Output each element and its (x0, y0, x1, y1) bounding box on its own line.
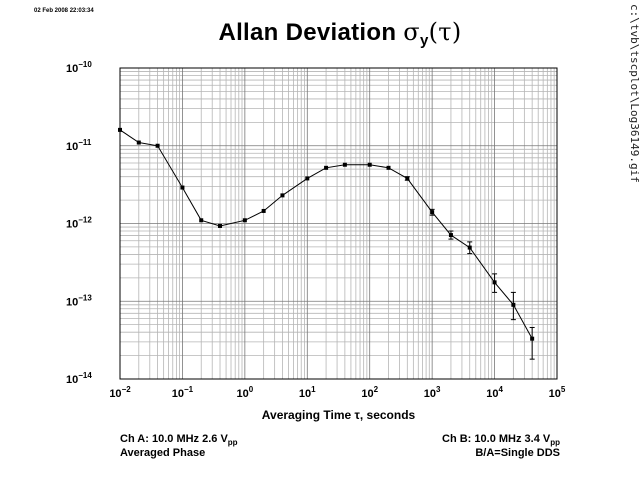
y-tick-label: 10−10 (66, 60, 92, 75)
data-point (118, 127, 122, 132)
data-point (511, 302, 516, 307)
y-tick-label: 10−14 (66, 371, 92, 386)
data-point (180, 185, 185, 190)
data-point (242, 218, 247, 223)
x-tick-label: 10−2 (109, 385, 131, 400)
y-tick-label: 10−11 (66, 138, 92, 153)
x-tick-label: 100 (237, 385, 254, 400)
x-tick-label: 101 (299, 385, 316, 400)
channel-a-note: Ch A: 10.0 MHz 2.6 Vpp (120, 433, 238, 447)
plot-frame (119, 67, 558, 380)
channel-a-unit-sub: pp (227, 438, 238, 448)
data-point (386, 165, 391, 170)
x-tick-label: 10−1 (172, 385, 194, 400)
title-sigma: σ (403, 18, 420, 46)
data-markers (118, 127, 535, 341)
data-point (448, 233, 453, 238)
x-axis-label: Averaging Time τ, seconds (262, 408, 416, 422)
timestamp: 02 Feb 2008 22:03:34 (34, 8, 94, 14)
x-tick-label: 102 (361, 385, 378, 400)
data-point (467, 245, 472, 250)
y-tick-labels: 10−10 10−11 10−12 10−13 10−14 (66, 60, 92, 386)
file-path: c:\tvb\tscplot\Log36149.gif (628, 4, 640, 183)
data-point (155, 143, 160, 148)
data-point (530, 336, 535, 341)
y-tick-label: 10−13 (66, 293, 92, 308)
data-point (305, 176, 310, 181)
channel-b-note: Ch B: 10.0 MHz 3.4 Vpp (442, 433, 560, 447)
channel-a-mode: Averaged Phase (120, 447, 206, 459)
title-tau: (τ) (428, 18, 462, 46)
data-point (280, 193, 285, 198)
data-point (430, 210, 435, 215)
data-point (199, 218, 204, 223)
data-point (324, 165, 329, 170)
data-point (218, 223, 223, 228)
title-subscript: y (419, 32, 429, 49)
x-tick-labels: 10−2 10−1 100 101 102 103 104 105 (109, 385, 566, 400)
channel-b-text: Ch B: 10.0 MHz 3.4 V (442, 433, 551, 445)
channel-b-mode: B/A=Single DDS (475, 447, 560, 459)
y-tick-label: 10−12 (66, 216, 92, 231)
x-tick-label: 104 (486, 385, 503, 400)
data-point (136, 140, 141, 145)
data-point (342, 162, 347, 167)
x-tick-label: 103 (424, 385, 441, 400)
title-text: Allan Deviation (218, 19, 404, 46)
channel-b-unit-sub: pp (550, 438, 560, 448)
data-point (405, 176, 410, 181)
chart-title: Allan Deviation σy(τ) (0, 18, 640, 49)
data-point (261, 208, 266, 213)
x-tick-label: 105 (549, 385, 566, 400)
data-point (492, 280, 497, 285)
data-point (367, 162, 372, 167)
channel-a-text: Ch A: 10.0 MHz 2.6 V (120, 433, 228, 445)
